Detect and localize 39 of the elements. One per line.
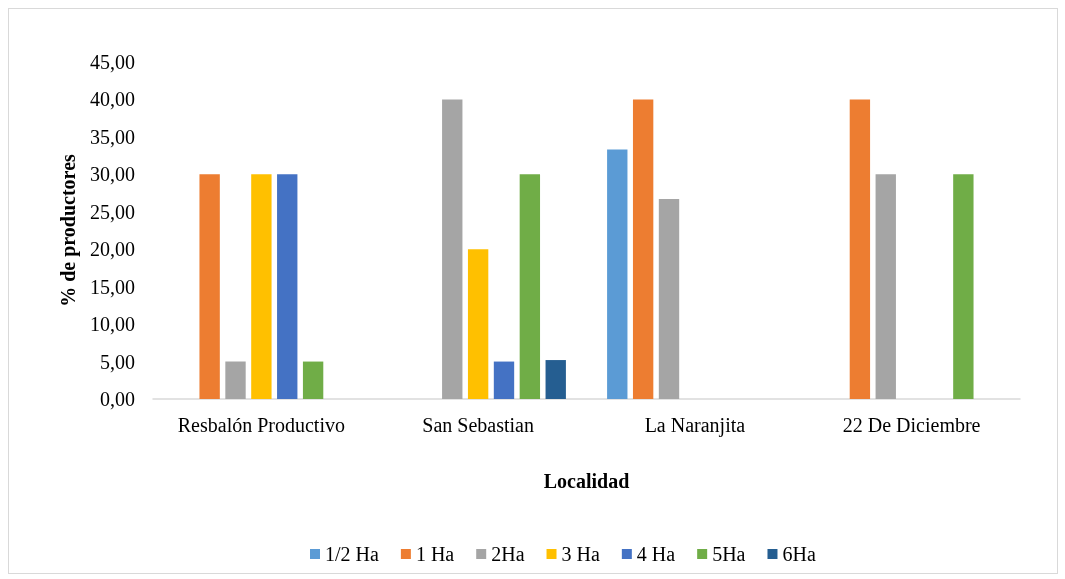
bar [875,174,896,399]
bar [442,99,463,399]
bar [493,361,515,399]
bar [467,249,489,399]
bar [199,174,220,399]
bar [849,99,871,399]
y-tick-label: 10,00 [90,313,135,336]
legend-label: 2Ha [491,543,525,565]
x-tick-label: San Sebastian [422,414,534,436]
y-tick-label: 15,00 [90,275,135,298]
bar [519,174,541,399]
bar [277,174,298,399]
x-tick-label: La Naranjita [644,414,746,437]
y-tick-label: 5,00 [100,350,135,373]
y-tick-label: 0,00 [100,388,135,410]
x-tick-label: 22 De Diciembre [842,414,981,436]
y-tick-label: 35,00 [90,125,135,148]
bar [302,361,324,399]
y-axis-title: % de productores [57,153,80,307]
y-tick-label: 25,00 [90,200,135,223]
bar [251,174,272,399]
bar [632,99,654,399]
bar [545,360,566,399]
bar [225,361,246,399]
legend-label: 4 Ha [636,543,676,565]
x-axis-title: Localidad [543,470,630,492]
legend-label: 5Ha [712,543,746,565]
legend-label: 1 Ha [415,543,455,565]
legend-label: 6Ha [782,543,816,565]
y-tick-label: 30,00 [90,163,135,186]
bar [953,174,974,399]
y-tick-label: 20,00 [90,238,135,261]
y-tick-label: 45,00 [90,51,135,73]
bar [658,199,680,399]
y-tick-label: 40,00 [90,88,135,111]
x-tick-label: Resbalón Productivo [177,414,345,436]
legend-label: 1/2 Ha [325,543,379,565]
legend-label: 3 Ha [561,543,600,565]
bar [607,149,628,399]
